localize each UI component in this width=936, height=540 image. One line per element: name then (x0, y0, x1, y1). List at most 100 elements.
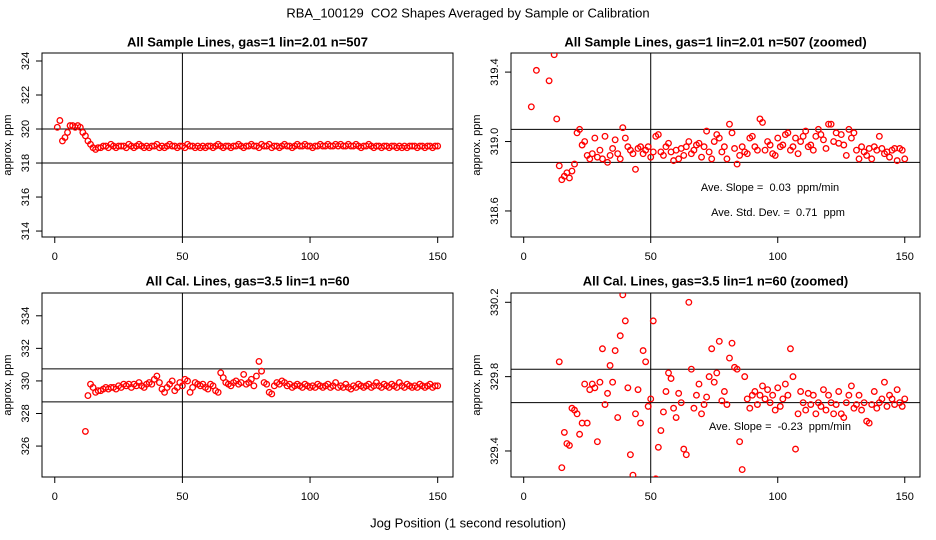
point (632, 410, 639, 418)
point (675, 155, 683, 163)
point (723, 155, 731, 163)
point (654, 131, 662, 139)
point (812, 410, 820, 418)
y-tick-label: 330.2 (489, 289, 501, 317)
point (779, 141, 787, 149)
point (771, 406, 779, 414)
points (81, 357, 442, 435)
point (632, 165, 639, 173)
point (434, 382, 442, 390)
x-tick-label: 100 (301, 251, 319, 263)
point (715, 134, 723, 142)
point (560, 428, 568, 436)
point (898, 146, 906, 154)
panel: All Cal. Lines, gas=3.5 lin=1 n=60 (zoom… (471, 225, 921, 503)
y-tick-label: 332 (20, 339, 32, 357)
point (601, 132, 609, 140)
point (586, 155, 594, 163)
point (604, 389, 611, 397)
point (606, 151, 614, 159)
point (820, 136, 827, 144)
point (863, 151, 871, 159)
point (855, 155, 863, 163)
point (247, 375, 255, 383)
y-axis-label: approx. ppm (2, 354, 14, 415)
x-tick-label: 150 (896, 491, 914, 503)
point (786, 345, 794, 353)
point (581, 138, 589, 145)
point (692, 391, 700, 399)
point (781, 380, 789, 388)
point (258, 367, 265, 375)
point (621, 317, 629, 325)
point (609, 145, 617, 152)
x-tick-label: 50 (645, 251, 657, 263)
y-tick-label: 322 (20, 86, 32, 104)
point (878, 145, 886, 152)
x-tick-label: 150 (429, 251, 447, 263)
point (544, 35, 550, 41)
point (214, 388, 222, 396)
y-tick-label: 318.6 (489, 197, 501, 225)
point (766, 141, 774, 149)
point (672, 414, 680, 421)
point (789, 143, 797, 151)
point (637, 419, 645, 427)
point (756, 391, 764, 399)
point (753, 401, 761, 408)
point (178, 382, 186, 390)
x-tick-label: 50 (176, 251, 188, 263)
point (728, 339, 736, 347)
plot-box (41, 52, 454, 238)
point (53, 123, 61, 131)
y-axis-label: approx. ppm (471, 114, 483, 175)
point (738, 143, 746, 151)
point (878, 395, 886, 403)
point (606, 362, 614, 369)
point (568, 167, 576, 175)
point (797, 388, 805, 395)
point (554, 225, 560, 231)
point (591, 384, 599, 392)
x-tick-label: 100 (301, 491, 319, 503)
point (708, 345, 716, 353)
y-tick-label: 328 (20, 404, 32, 422)
point (807, 141, 815, 149)
point (733, 160, 741, 168)
point (845, 391, 853, 399)
point (774, 384, 782, 392)
point (527, 103, 535, 111)
point (784, 391, 792, 399)
point (825, 120, 832, 128)
point (713, 369, 721, 377)
point (880, 378, 888, 386)
point (682, 143, 690, 151)
point (431, 382, 439, 390)
point (153, 372, 161, 380)
point (644, 402, 652, 410)
annotation: Ave. Std. Dev. = 0.71 ppm (711, 207, 845, 219)
points (53, 117, 442, 153)
point (268, 390, 276, 398)
point (553, 115, 561, 123)
point (822, 145, 830, 152)
point (629, 471, 637, 477)
point (853, 146, 860, 154)
point (817, 402, 825, 410)
point (710, 138, 718, 145)
y-tick-label: 319.4 (489, 58, 501, 86)
point (840, 141, 848, 149)
point (252, 372, 260, 380)
point (551, 244, 557, 250)
point (240, 370, 248, 378)
point (789, 373, 797, 381)
point (769, 391, 777, 399)
point (532, 66, 540, 74)
point (835, 388, 843, 395)
point (837, 131, 845, 139)
point (741, 373, 749, 381)
point (250, 382, 258, 390)
point (873, 404, 881, 412)
point (626, 451, 634, 459)
